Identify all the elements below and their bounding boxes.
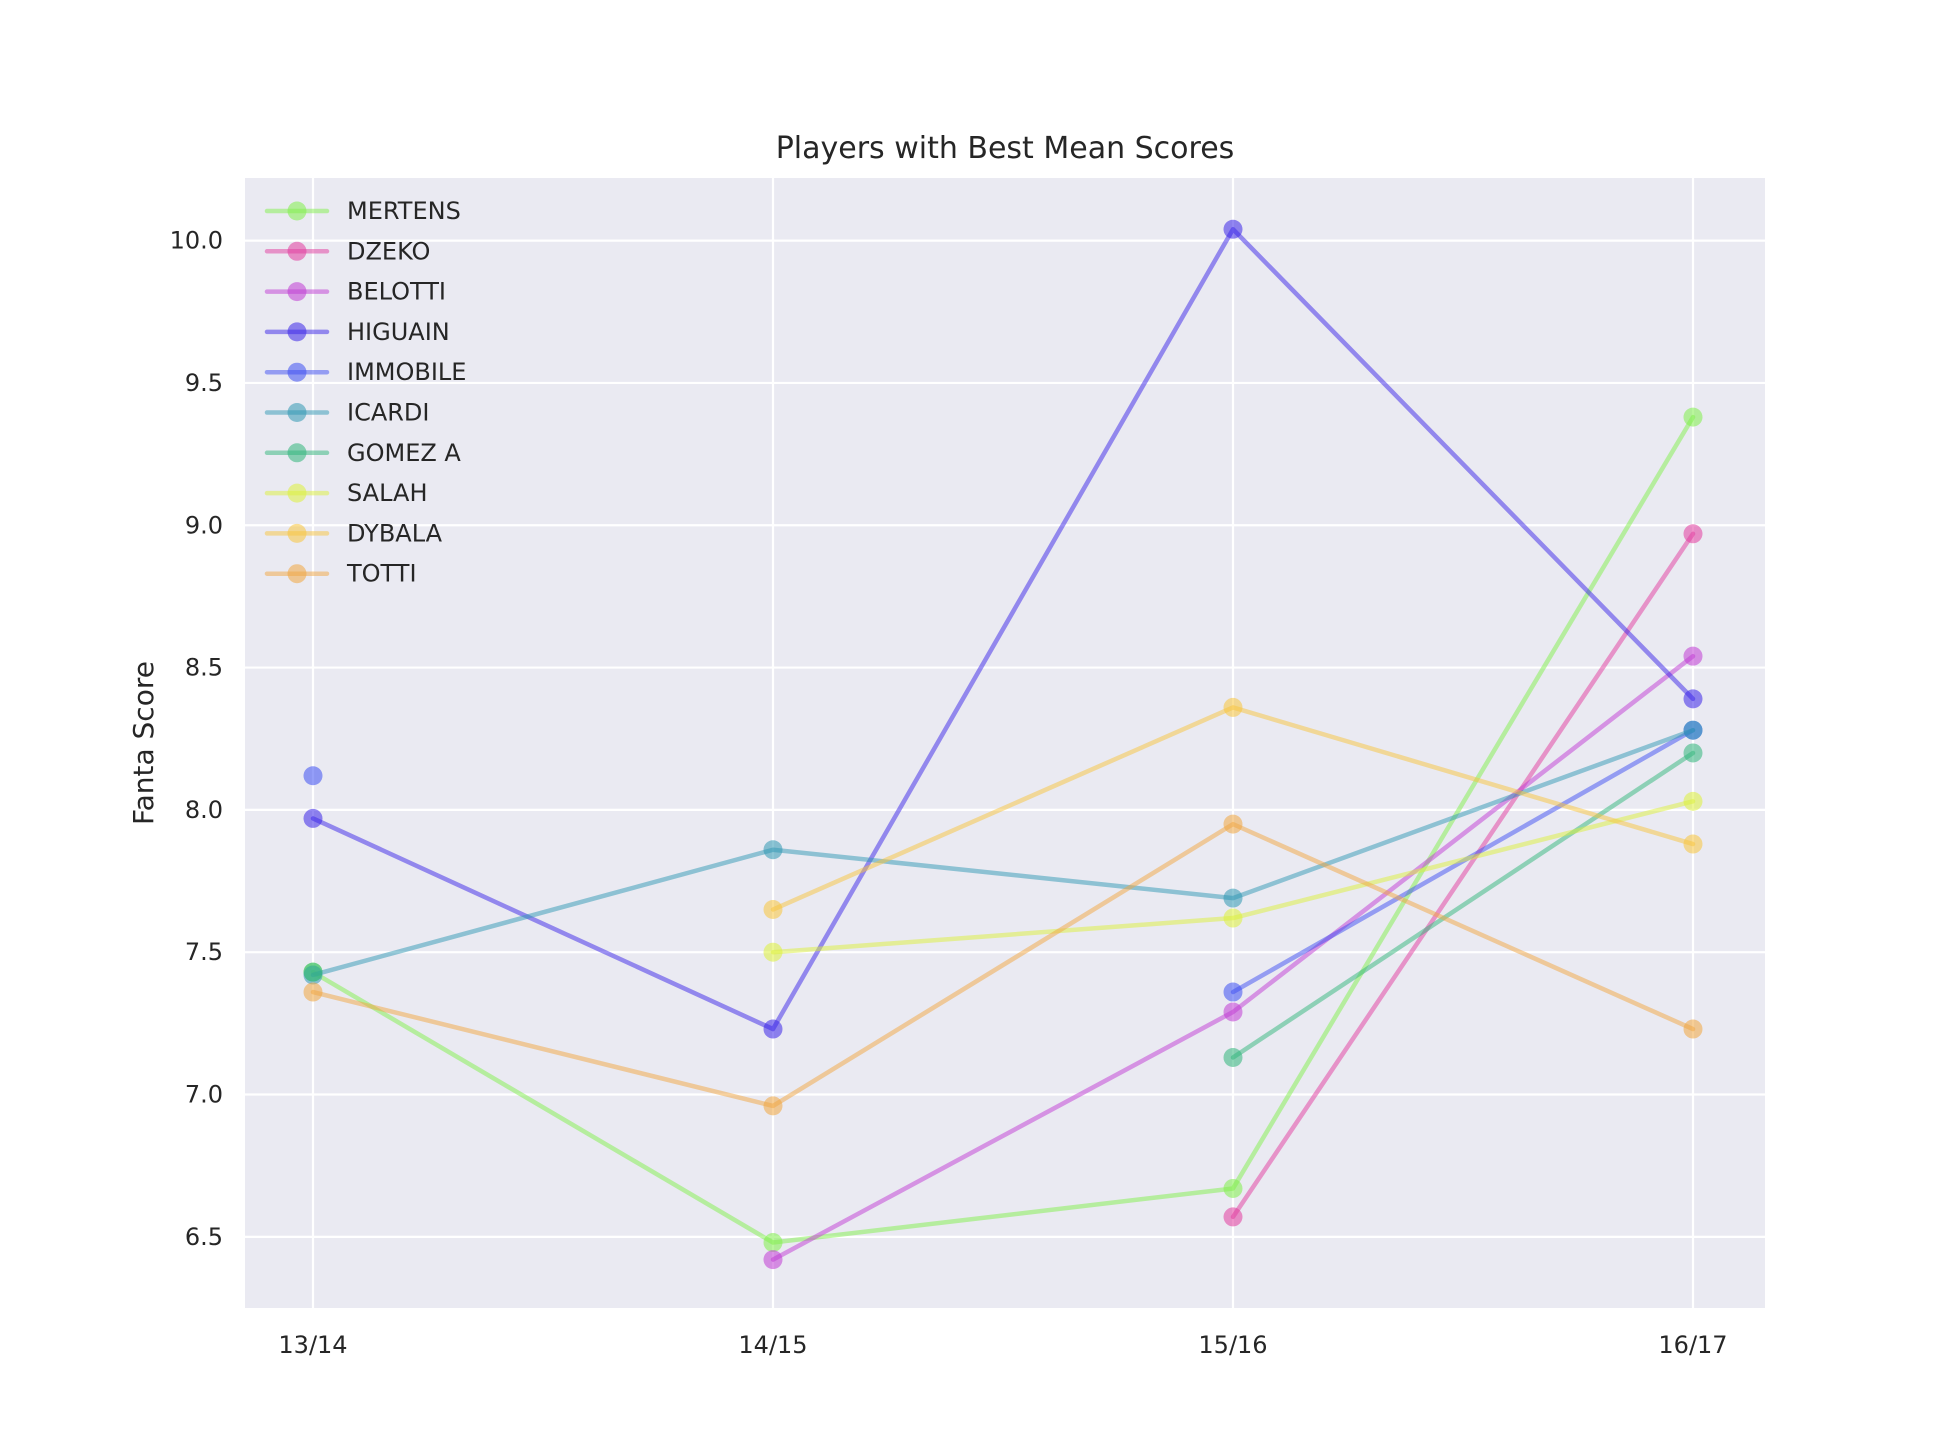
data-point [1683,743,1703,763]
data-point [1223,1207,1243,1227]
legend-marker [287,403,307,422]
data-point [763,900,783,920]
data-point [1683,1019,1703,1039]
legend-marker [287,201,307,221]
data-point [303,982,323,1002]
legend-marker [287,483,307,503]
legend-marker [287,362,307,382]
data-point [1683,689,1703,709]
legend-label: DZEKO [347,237,430,265]
legend-marker [287,282,307,302]
y-tick-label: 8.0 [185,796,223,824]
legend-item: MERTENS [264,197,461,225]
legend-item: IMMOBILE [264,358,466,386]
series-gomez-a [303,743,1703,1068]
legend-label: MERTENS [347,197,461,225]
series-line [310,414,1696,1245]
legend-label: HIGUAIN [347,318,450,346]
series-line [1230,750,1696,1060]
data-point [763,942,783,962]
data-point [1683,646,1703,666]
data-point [763,1019,783,1039]
series-layer [303,219,1703,1270]
y-tick-label: 8.5 [185,654,223,682]
data-point [1223,219,1243,239]
data-point [763,1233,783,1253]
series-belotti [763,646,1703,1270]
data-point [1683,720,1703,740]
legend-label: DYBALA [347,519,443,547]
data-point [1223,982,1243,1002]
legend-label: GOMEZ A [347,439,461,467]
data-point [763,1250,783,1270]
data-point [1683,407,1703,427]
series-dzeko [1223,524,1703,1227]
legend-item: DZEKO [264,237,430,265]
legend-item: ICARDI [264,399,430,427]
legend-item: HIGUAIN [264,318,450,346]
data-point [763,1096,783,1116]
data-point [303,808,323,828]
data-point [1683,834,1703,854]
data-point [303,766,323,786]
legend-marker [287,443,307,463]
tick-labels: 13/14 14/15 15/16 16/17 6.5 7.0 7.5 8.0 8.5 9.0 9.… [170,227,1728,1359]
legend-item: SALAH [264,479,427,507]
x-tick-label: 15/16 [1198,1331,1267,1359]
chart-title: Players with Best Mean Scores [776,131,1235,166]
y-tick-label: 9.0 [185,511,223,539]
legend-label: ICARDI [347,399,430,427]
data-point [1223,1048,1243,1068]
y-tick-label: 9.5 [185,369,223,397]
legend-label: SALAH [347,479,427,507]
series-dybala [763,697,1703,920]
legend-label: IMMOBILE [347,358,466,386]
y-tick-label: 7.5 [185,938,223,966]
legend-label: TOTTI [346,560,417,588]
x-tick-label: 14/15 [738,1331,807,1359]
data-point [1683,524,1703,544]
legend-marker [287,241,307,261]
data-point [763,840,783,860]
legend-marker [287,564,307,584]
grid [245,178,1765,1308]
plot-background [245,178,1765,1308]
series-higuain [303,219,1703,1039]
series-totti [303,814,1703,1116]
series-salah [763,791,1703,962]
series-line [1230,531,1696,1220]
data-point [1683,791,1703,811]
y-tick-label: 7.0 [185,1081,223,1109]
x-tick-label: 16/17 [1658,1331,1727,1359]
data-point [303,962,323,982]
legend-item: GOMEZ A [264,439,461,467]
legend-item: DYBALA [264,519,443,547]
data-point [1223,908,1243,928]
y-tick-label: 6.5 [185,1223,223,1251]
legend-item: BELOTTI [264,278,446,306]
data-point [1223,814,1243,834]
data-point [1223,1002,1243,1022]
y-tick-label: 10.0 [170,227,223,255]
data-point [1223,697,1243,717]
series-line [310,821,1696,1109]
x-tick-label: 13/14 [278,1331,347,1359]
legend-marker [287,322,307,342]
series-line [310,226,1696,1032]
legend-item: TOTTI [264,560,417,588]
data-point [1223,1178,1243,1198]
legend-marker [287,523,307,543]
series-line [310,727,1696,978]
y-axis-label: Fanta Score [127,661,160,825]
data-point [1223,888,1243,908]
legend-label: BELOTTI [347,278,446,306]
legend: MERTENS DZEKO BELOTTI HIGUAIN IMMOBILE ICARDI… [264,197,466,588]
